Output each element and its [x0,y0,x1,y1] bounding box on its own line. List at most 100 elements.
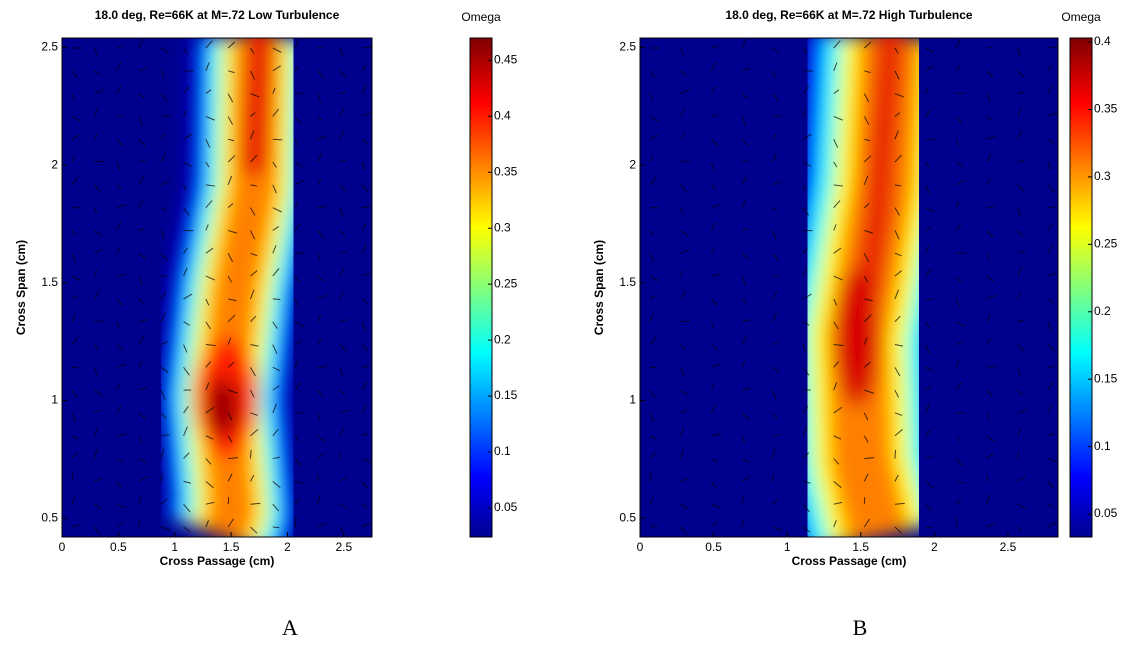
quiver-arrow [183,247,188,254]
quiver-arrow [649,389,656,398]
quiver-arrow [250,230,256,240]
quiver-arrow [986,152,992,163]
quiver-arrow [160,70,165,78]
colorbar-tick-label: 0.2 [1094,304,1111,318]
quiver-arrow [649,70,656,78]
quiver-arrow [160,291,167,300]
quiver-arrow [160,473,163,482]
quiver-arrow [160,230,166,240]
quiver-arrow [772,291,778,300]
quiver-arrow [680,367,685,376]
quiver-arrow [138,458,147,463]
quiver-arrow [339,291,344,300]
quiver-arrow [205,321,211,330]
colorbar-label: Omega [461,10,501,24]
quiver-arrow [205,89,212,95]
quiver-arrow [250,207,256,216]
quiver-arrow [863,41,872,49]
quiver-arrow [272,526,280,529]
quiver-arrow [138,252,147,260]
quiver-arrow [955,435,961,442]
quiver-arrow [250,184,257,187]
quiver-arrow [955,223,962,231]
quiver-arrow [205,480,214,489]
quiver-arrow [802,452,810,459]
quiver-arrow [295,92,305,95]
quiver-arrow [205,224,209,231]
quiver-arrow [955,517,958,528]
quiver-arrow [1017,70,1025,78]
quiver-arrow [116,247,121,254]
quiver-arrow [925,87,929,94]
quiver-arrow [680,160,691,163]
quiver-arrow [802,526,811,533]
quiver-arrow [138,275,143,286]
quiver-arrow [1047,344,1055,352]
quiver-arrow [925,161,930,168]
y-tick-label: 2 [51,157,58,171]
quiver-arrow [71,435,79,440]
quiver-arrow [227,389,238,394]
quiver-arrow [93,367,99,376]
quiver-arrow [802,321,810,326]
quiver-arrow [741,138,749,147]
quiver-arrow [986,178,991,186]
quiver-arrow [864,389,874,394]
quiver-arrow [71,155,76,163]
quiver-arrow [205,139,211,148]
quiver-arrow [249,130,255,140]
quiver-arrow [339,367,344,376]
quiver-arrow [116,61,122,72]
quiver-arrow [680,108,685,117]
x-axis-label: Cross Passage (cm) [160,554,275,568]
quiver-arrow [138,138,146,147]
quiver-arrow [183,367,190,376]
quiver-arrow [649,471,652,482]
quiver-arrow [986,522,996,528]
quiver-arrow [272,428,279,437]
quiver-arrow [1047,404,1053,414]
quiver-arrow [772,252,780,261]
quiver-arrow [205,275,216,281]
quiver-arrow [925,503,932,512]
y-tick-label: 1.5 [619,275,636,289]
quiver-arrow [741,496,744,505]
y-tick-label: 1 [51,393,58,407]
quiver-arrow [802,184,806,191]
quiver-arrow [250,70,256,80]
quiver-arrow [361,503,368,508]
quiver-arrow [986,70,994,78]
quiver-arrow [802,161,812,168]
quiver-arrow [863,314,872,323]
quiver-arrow [71,134,80,140]
quiver-arrow [986,452,994,459]
quiver-arrow [316,152,323,163]
quiver-arrow [771,473,775,482]
quiver-arrow [772,93,780,102]
quiver-arrow [863,412,869,421]
quiver-arrow [1047,138,1054,144]
quiver-arrow [138,199,144,208]
quiver-arrow [272,298,281,301]
quiver-arrow [925,108,932,117]
quiver-arrow [183,321,190,326]
contour-plot: 0 0.5 1 1.5 2 2.5 0.5 1 1.5 2 2.5 18.0 deg, Re=66K … [14,8,518,640]
quiver-arrow [339,476,349,482]
quiver-arrow [250,428,259,437]
quiver-arrow [711,503,721,509]
quiver-arrow [1016,427,1022,436]
quiver-arrow [925,65,934,72]
quiver-arrow [802,86,809,94]
quiver-arrow [361,344,369,352]
quiver-arrow [339,108,345,117]
quiver-arrow [833,275,843,281]
quiver-arrow [250,47,255,54]
quiver-arrow [986,294,997,300]
quiver-arrow [649,115,659,122]
quiver-arrow [183,526,191,533]
quiver-arrow [361,138,368,144]
quiver-arrow [833,139,839,148]
quiver-arrow [955,499,962,505]
quiver-arrow [227,412,233,421]
quiver-arrow [741,319,751,323]
